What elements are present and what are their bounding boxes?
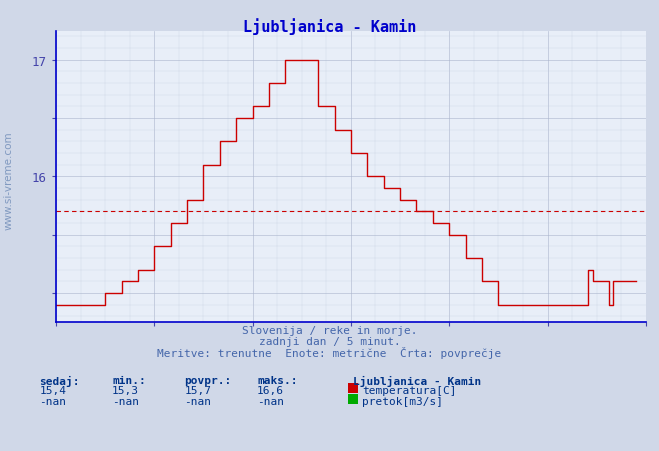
Text: min.:: min.: bbox=[112, 375, 146, 385]
Text: pretok[m3/s]: pretok[m3/s] bbox=[362, 396, 444, 406]
Text: sedaj:: sedaj: bbox=[40, 375, 80, 386]
Text: -nan: -nan bbox=[257, 396, 284, 406]
Text: 15,4: 15,4 bbox=[40, 386, 67, 396]
Text: Meritve: trenutne  Enote: metrične  Črta: povprečje: Meritve: trenutne Enote: metrične Črta: … bbox=[158, 346, 501, 359]
Text: Slovenija / reke in morje.: Slovenija / reke in morje. bbox=[242, 326, 417, 336]
Text: povpr.:: povpr.: bbox=[185, 375, 232, 385]
Text: temperatura[C]: temperatura[C] bbox=[362, 386, 457, 396]
Text: www.si-vreme.com: www.si-vreme.com bbox=[3, 131, 14, 230]
Text: 16,6: 16,6 bbox=[257, 386, 284, 396]
Text: maks.:: maks.: bbox=[257, 375, 297, 385]
Text: -nan: -nan bbox=[40, 396, 67, 406]
Text: -nan: -nan bbox=[112, 396, 139, 406]
Text: 15,3: 15,3 bbox=[112, 386, 139, 396]
Text: zadnji dan / 5 minut.: zadnji dan / 5 minut. bbox=[258, 336, 401, 346]
Text: 15,7: 15,7 bbox=[185, 386, 212, 396]
Text: Ljubljanica - Kamin: Ljubljanica - Kamin bbox=[243, 18, 416, 35]
Text: Ljubljanica - Kamin: Ljubljanica - Kamin bbox=[353, 375, 481, 386]
Text: -nan: -nan bbox=[185, 396, 212, 406]
